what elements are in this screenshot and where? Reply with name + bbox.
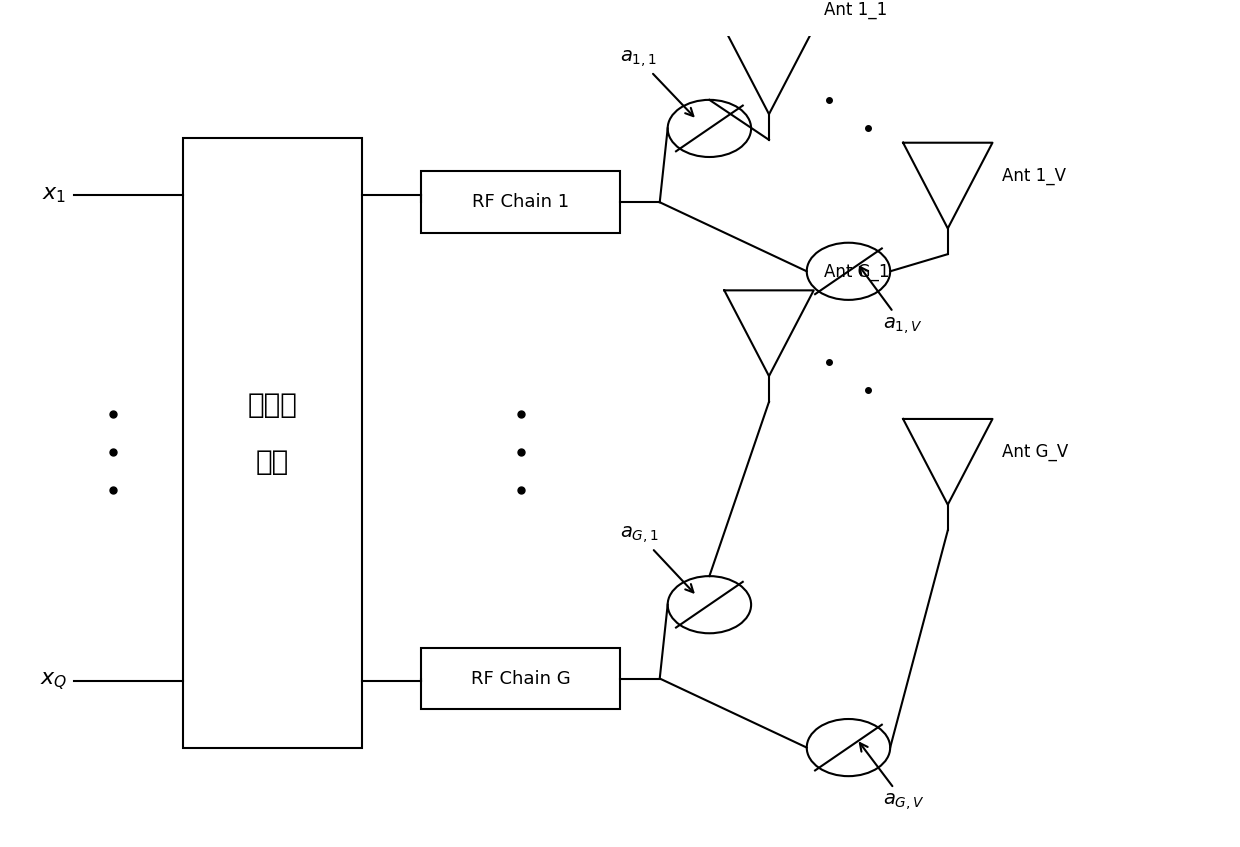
Text: Ant 1_1: Ant 1_1 bbox=[823, 1, 887, 19]
Text: RF Chain G: RF Chain G bbox=[471, 669, 570, 688]
Text: $x_1$: $x_1$ bbox=[42, 185, 66, 205]
Text: $a_{G,1}$: $a_{G,1}$ bbox=[620, 524, 693, 592]
Bar bbox=[422, 171, 620, 233]
Text: 基带处: 基带处 bbox=[248, 390, 298, 418]
Text: $x_Q$: $x_Q$ bbox=[40, 670, 67, 692]
Text: $a_{1,V}$: $a_{1,V}$ bbox=[859, 267, 923, 335]
Text: 理器: 理器 bbox=[255, 448, 289, 476]
Text: $a_{1,1}$: $a_{1,1}$ bbox=[620, 48, 693, 116]
Bar bbox=[184, 138, 362, 748]
Text: Ant G_V: Ant G_V bbox=[1002, 443, 1069, 462]
Text: $a_{G,V}$: $a_{G,V}$ bbox=[859, 743, 925, 812]
Text: Ant 1_V: Ant 1_V bbox=[1002, 167, 1066, 185]
Bar bbox=[422, 648, 620, 710]
Text: RF Chain 1: RF Chain 1 bbox=[472, 193, 569, 211]
Text: Ant G_1: Ant G_1 bbox=[823, 263, 889, 281]
